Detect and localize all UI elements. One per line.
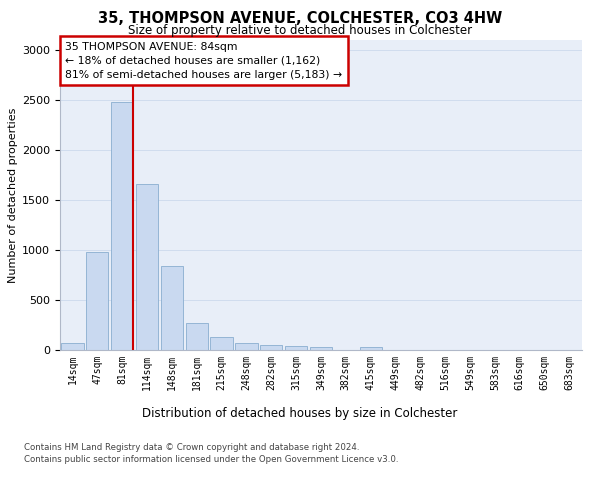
Text: Size of property relative to detached houses in Colchester: Size of property relative to detached ho… <box>128 24 472 37</box>
Text: 35 THOMPSON AVENUE: 84sqm
← 18% of detached houses are smaller (1,162)
81% of se: 35 THOMPSON AVENUE: 84sqm ← 18% of detac… <box>65 42 343 80</box>
Bar <box>185 323 208 350</box>
Y-axis label: Number of detached properties: Number of detached properties <box>8 108 18 282</box>
Text: Contains HM Land Registry data © Crown copyright and database right 2024.: Contains HM Land Registry data © Crown c… <box>24 442 359 452</box>
Bar <box>359 346 382 350</box>
Bar <box>161 266 183 350</box>
Bar <box>260 344 283 350</box>
Bar <box>111 102 133 350</box>
Text: 35, THOMPSON AVENUE, COLCHESTER, CO3 4HW: 35, THOMPSON AVENUE, COLCHESTER, CO3 4HW <box>98 11 502 26</box>
Bar <box>235 343 257 350</box>
Text: Distribution of detached houses by size in Colchester: Distribution of detached houses by size … <box>142 408 458 420</box>
Bar <box>136 184 158 350</box>
Bar <box>86 252 109 350</box>
Bar <box>285 346 307 350</box>
Text: Contains public sector information licensed under the Open Government Licence v3: Contains public sector information licen… <box>24 455 398 464</box>
Bar <box>310 347 332 350</box>
Bar <box>61 343 83 350</box>
Bar <box>211 336 233 350</box>
